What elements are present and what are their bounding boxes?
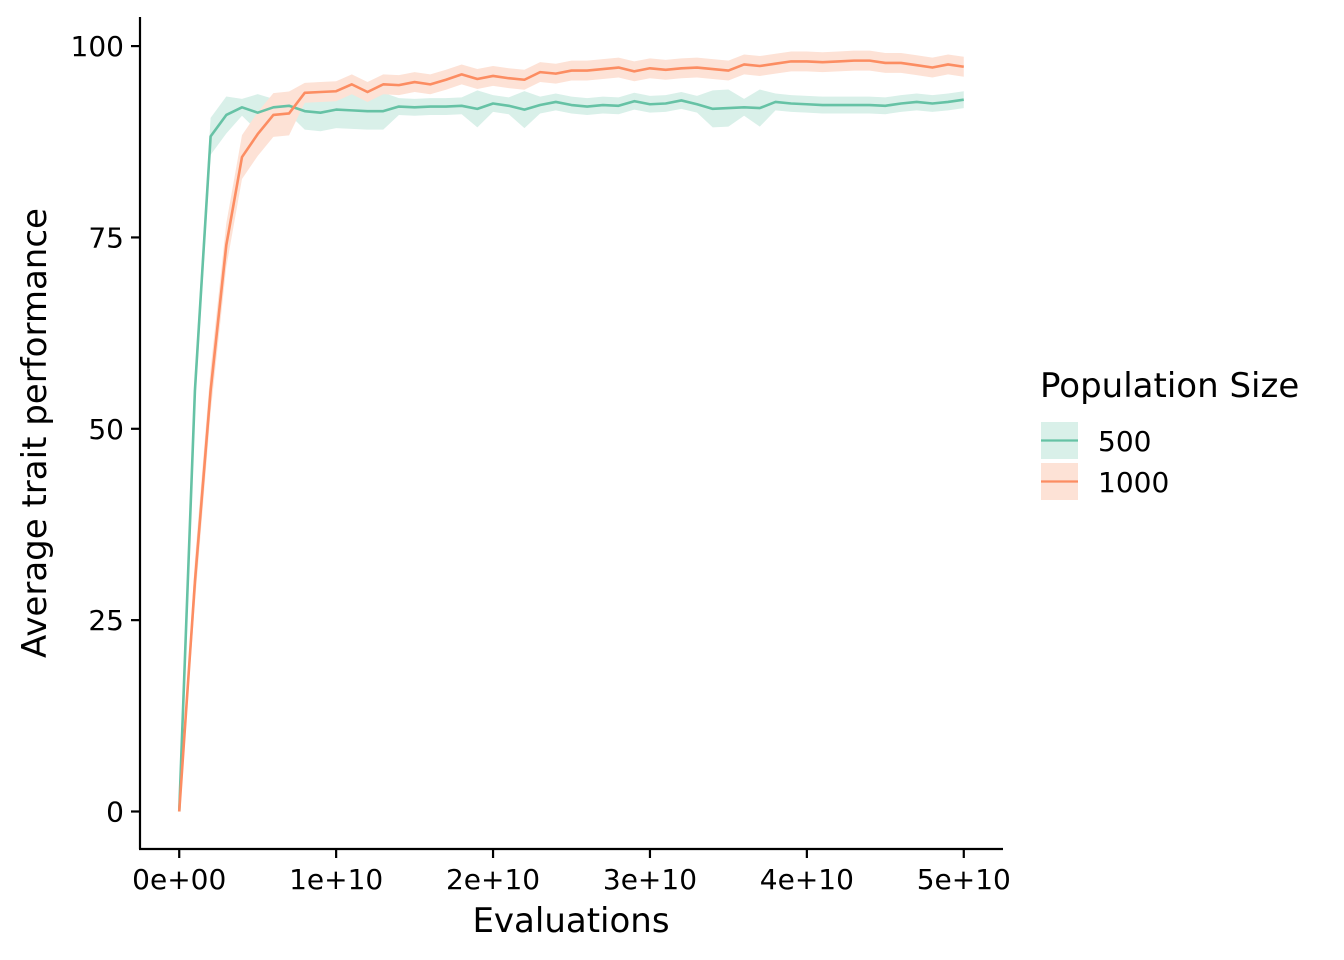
x-tick-label: 3e+10 xyxy=(603,863,697,896)
x-tick-label: 4e+10 xyxy=(760,863,854,896)
legend-title: Population Size xyxy=(1040,366,1299,406)
ribbon-1000 xyxy=(179,50,964,812)
y-axis-title: Average trait performance xyxy=(15,208,55,658)
y-tick-label: 75 xyxy=(88,221,124,254)
x-tick-label: 5e+10 xyxy=(917,863,1011,896)
ribbon-500 xyxy=(179,89,964,812)
legend-item-500: 500 xyxy=(1041,422,1151,459)
x-axis-ticks: 0e+00 1e+10 2e+10 3e+10 4e+10 5e+10 xyxy=(132,849,1011,896)
x-tick-label: 0e+00 xyxy=(132,863,226,896)
legend: Population Size 500 1000 xyxy=(1040,366,1299,500)
legend-item-1000: 1000 xyxy=(1041,463,1169,500)
series-line-1000 xyxy=(177,59,964,812)
y-tick-label: 0 xyxy=(106,795,124,828)
y-tick-label: 25 xyxy=(88,604,124,637)
y-axis-ticks: 0 25 50 75 100 xyxy=(71,30,140,828)
confidence-ribbons xyxy=(179,50,964,812)
legend-label-500: 500 xyxy=(1098,425,1151,458)
series-lines xyxy=(177,59,964,812)
x-tick-label: 2e+10 xyxy=(446,863,540,896)
y-tick-label: 50 xyxy=(88,413,124,446)
x-axis-title: Evaluations xyxy=(472,901,669,941)
y-tick-label: 100 xyxy=(71,30,124,63)
x-tick-label: 1e+10 xyxy=(289,863,383,896)
legend-label-1000: 1000 xyxy=(1098,466,1169,499)
series-line-500 xyxy=(177,98,964,812)
